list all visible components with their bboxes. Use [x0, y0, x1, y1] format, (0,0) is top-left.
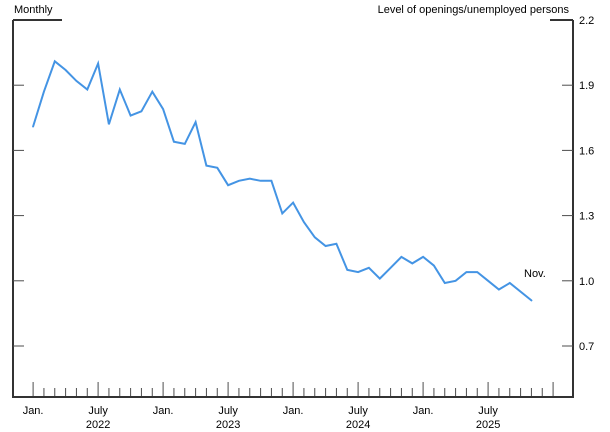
y-axis-tick-label: 1.6: [579, 145, 594, 157]
y-axis-tick-label: 1.0: [579, 276, 594, 288]
x-axis-tick-label: July: [218, 405, 238, 417]
x-axis-year-label: 2025: [476, 419, 500, 431]
y-axis-tick-label: 1.3: [579, 211, 594, 223]
x-axis-tick-label: Jan.: [283, 405, 304, 417]
openings-per-unemployed-line: [32, 59, 533, 302]
x-axis-year-label: 2023: [216, 419, 240, 431]
x-axis-tick-label: Jan.: [23, 405, 44, 417]
x-axis-year-label: 2022: [86, 419, 110, 431]
x-axis-tick-label: July: [478, 405, 498, 417]
last-data-point-label: Nov.: [524, 268, 546, 280]
y-axis-tick-label: 2.2: [579, 15, 594, 27]
chart-frequency-label: Monthly: [14, 4, 53, 16]
x-axis-tick-label: Jan.: [413, 405, 434, 417]
chart-title: Level of openings/unemployed persons: [377, 4, 569, 16]
x-axis-tick-label: July: [348, 405, 368, 417]
x-axis-tick-label: Jan.: [153, 405, 174, 417]
x-axis-tick-label: July: [88, 405, 108, 417]
x-axis-year-label: 2024: [346, 419, 370, 431]
y-axis-tick-label: 1.9: [579, 80, 594, 92]
y-axis-tick-label: 0.7: [579, 341, 594, 353]
